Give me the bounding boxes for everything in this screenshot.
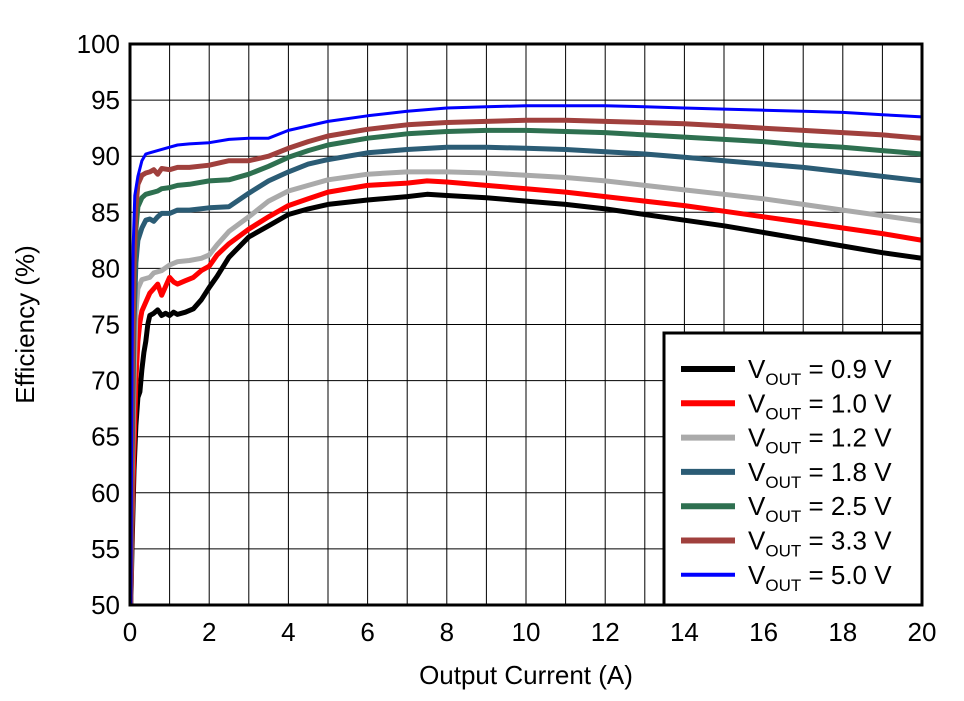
y-tick-label: 95 [91, 85, 120, 115]
legend-entry: VOUT = 3.3 V [681, 526, 892, 561]
series-line-1 [130, 178, 922, 605]
series-layer [130, 104, 922, 605]
series-line-5 [130, 117, 922, 605]
legend-label: VOUT = 3.3 V [748, 526, 892, 561]
plot-frame [128, 42, 924, 607]
x-tick-label: 12 [591, 617, 620, 647]
y-tick-label: 85 [91, 197, 120, 227]
y-tick-label: 100 [77, 29, 120, 59]
x-tick-label: 6 [360, 617, 374, 647]
legend-entry: VOUT = 1.8 V [681, 457, 892, 492]
x-tick-label: 18 [828, 617, 857, 647]
y-tick-label: 90 [91, 141, 120, 171]
x-tick-label: 10 [512, 617, 541, 647]
y-axis-ticks: 50 55 60 65 70 75 80 85 90 95 100 [77, 29, 120, 620]
legend-label: VOUT = 2.5 V [748, 491, 892, 526]
y-tick-label: 65 [91, 422, 120, 452]
legend-entry: VOUT = 2.5 V [681, 491, 892, 526]
x-tick-label: 14 [670, 617, 699, 647]
x-tick-label: 8 [440, 617, 454, 647]
y-tick-label: 55 [91, 534, 120, 564]
legend-entry: VOUT = 1.0 V [681, 388, 892, 423]
legend-label: VOUT = 1.2 V [748, 423, 892, 458]
y-tick-label: 50 [91, 590, 120, 620]
y-axis-title: Efficiency (%) [10, 245, 40, 403]
legend-entry: VOUT = 0.9 V [681, 354, 892, 389]
y-tick-label: 80 [91, 253, 120, 283]
series-line-0 [130, 191, 922, 605]
legend-label: VOUT = 1.0 V [748, 388, 892, 423]
legend-label: VOUT = 0.9 V [748, 354, 892, 389]
legend-entry: VOUT = 5.0 V [681, 560, 892, 595]
legend-entry: VOUT = 1.2 V [681, 423, 892, 458]
series-line-6 [130, 104, 922, 605]
x-tick-label: 20 [908, 617, 937, 647]
x-tick-label: 0 [123, 617, 137, 647]
legend-label: VOUT = 5.0 V [748, 560, 892, 595]
x-axis-title: Output Current (A) [419, 660, 633, 690]
x-tick-label: 16 [749, 617, 778, 647]
series-line-4 [130, 127, 922, 605]
x-tick-label: 2 [202, 617, 216, 647]
y-tick-label: 75 [91, 310, 120, 340]
x-axis-ticks: 0 2 4 6 8 10 12 14 16 18 20 [123, 617, 937, 647]
series-line-2 [130, 169, 922, 605]
y-tick-label: 60 [91, 478, 120, 508]
series-line-3 [130, 144, 922, 605]
legend-label: VOUT = 1.8 V [748, 457, 892, 492]
x-tick-label: 4 [281, 617, 295, 647]
y-tick-label: 70 [91, 366, 120, 396]
